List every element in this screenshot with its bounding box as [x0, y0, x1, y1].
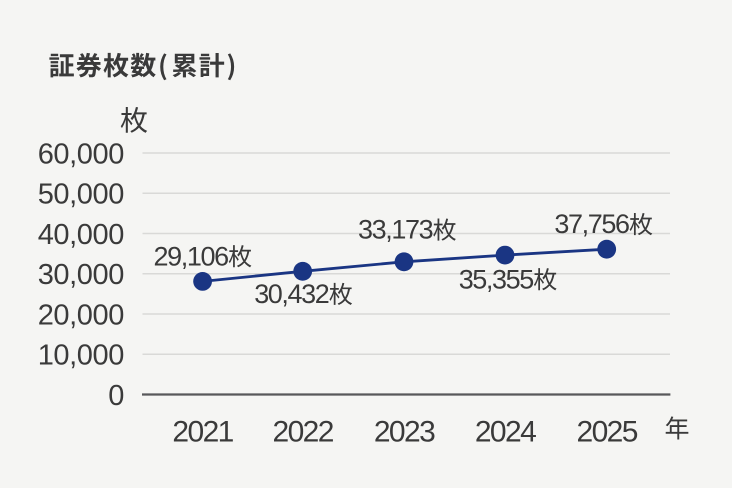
svg-text:50,000: 50,000 [38, 179, 124, 211]
svg-text:30,432: 30,432 [254, 279, 329, 309]
svg-text:20,000: 20,000 [38, 299, 124, 331]
svg-text:60,000: 60,000 [38, 138, 124, 170]
svg-text:33,173: 33,173 [358, 215, 433, 245]
svg-text:37,756: 37,756 [554, 209, 629, 239]
svg-text:30,000: 30,000 [38, 259, 124, 291]
svg-text:35,355: 35,355 [459, 264, 534, 294]
svg-text:40,000: 40,000 [38, 219, 124, 251]
svg-text:0: 0 [108, 380, 124, 412]
svg-text:2025: 2025 [577, 415, 638, 448]
svg-text:2021: 2021 [172, 415, 233, 448]
svg-text:2022: 2022 [273, 415, 334, 448]
svg-text:2024: 2024 [475, 415, 536, 448]
svg-text:10,000: 10,000 [38, 340, 124, 372]
svg-text:29,106: 29,106 [154, 241, 229, 271]
svg-text:2023: 2023 [374, 415, 435, 448]
